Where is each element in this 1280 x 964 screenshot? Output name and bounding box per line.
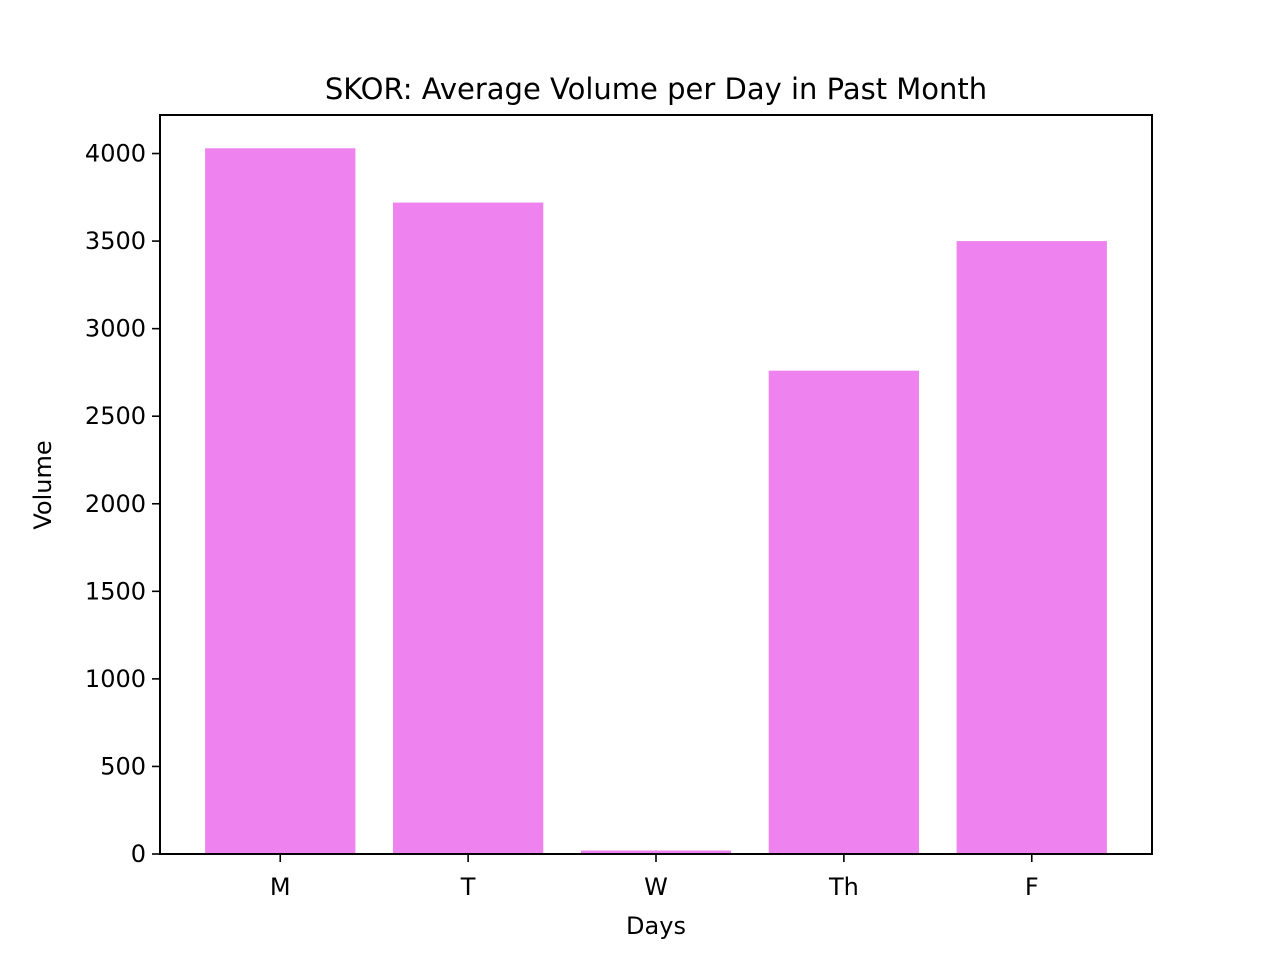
y-tick-label: 2500 (85, 402, 146, 430)
y-tick-label: 1500 (85, 577, 146, 605)
y-tick-label: 3500 (85, 227, 146, 255)
x-tick-label: F (1025, 873, 1039, 901)
bar-series (205, 148, 1107, 855)
y-axis-title: Volume (29, 440, 57, 529)
y-tick-label: 3000 (85, 315, 146, 343)
y-tick-label: 0 (131, 840, 146, 868)
y-tick-label: 500 (100, 752, 146, 780)
x-tick-label: Th (828, 873, 859, 901)
plot-frame (159, 114, 1153, 855)
x-tick-label: M (270, 873, 291, 901)
y-tick-label: 4000 (85, 140, 146, 168)
bar-f (956, 241, 1107, 854)
bar-t (392, 202, 544, 855)
bar-w (580, 850, 732, 854)
bar-th (768, 370, 920, 854)
y-tick-label: 1000 (85, 665, 146, 693)
x-axis-title: Days (626, 912, 686, 940)
x-axis-ticks: M T W Th F (270, 854, 1039, 901)
x-tick-label: T (460, 873, 476, 901)
bar-m (205, 148, 356, 854)
y-axis-ticks: 0 500 1000 1500 2000 2500 3000 3500 4000 (85, 140, 160, 868)
chart-title: SKOR: Average Volume per Day in Past Mon… (325, 72, 987, 106)
x-tick-label: W (644, 873, 668, 901)
y-tick-label: 2000 (85, 490, 146, 518)
